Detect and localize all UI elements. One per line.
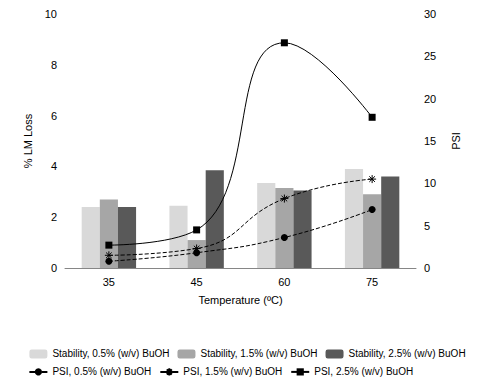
svg-text:0: 0 <box>424 262 430 274</box>
svg-text:Temperature (ºC): Temperature (ºC) <box>198 294 282 306</box>
svg-text:2: 2 <box>51 211 57 223</box>
svg-text:0: 0 <box>51 262 57 274</box>
svg-text:60: 60 <box>278 276 290 288</box>
svg-text:Stability, 2.5% (w/v) BuOH: Stability, 2.5% (w/v) BuOH <box>349 348 466 359</box>
svg-text:30: 30 <box>424 8 436 20</box>
svg-text:PSI, 2.5% (w/v) BuOH: PSI, 2.5% (w/v) BuOH <box>314 366 413 377</box>
svg-text:10: 10 <box>424 177 436 189</box>
svg-text:10: 10 <box>45 8 57 20</box>
svg-text:PSI, 0.5% (w/v) BuOH: PSI, 0.5% (w/v) BuOH <box>52 366 151 377</box>
svg-text:Stability, 1.5% (w/v) BuOH: Stability, 1.5% (w/v) BuOH <box>200 348 317 359</box>
svg-text:PSI, 1.5% (w/v) BuOH: PSI, 1.5% (w/v) BuOH <box>183 366 282 377</box>
svg-text:8: 8 <box>51 59 57 71</box>
svg-text:75: 75 <box>366 276 378 288</box>
svg-text:20: 20 <box>424 93 436 105</box>
svg-text:6: 6 <box>51 110 57 122</box>
svg-text:25: 25 <box>424 50 436 62</box>
svg-text:45: 45 <box>191 276 203 288</box>
svg-text:15: 15 <box>424 135 436 147</box>
svg-text:PSI: PSI <box>450 132 462 150</box>
svg-text:4: 4 <box>51 160 57 172</box>
svg-text:Stability, 0.5% (w/v) BuOH: Stability, 0.5% (w/v) BuOH <box>52 348 169 359</box>
svg-text:5: 5 <box>424 220 430 232</box>
svg-text:35: 35 <box>103 276 115 288</box>
svg-text:% LM Loss: % LM Loss <box>22 113 34 168</box>
